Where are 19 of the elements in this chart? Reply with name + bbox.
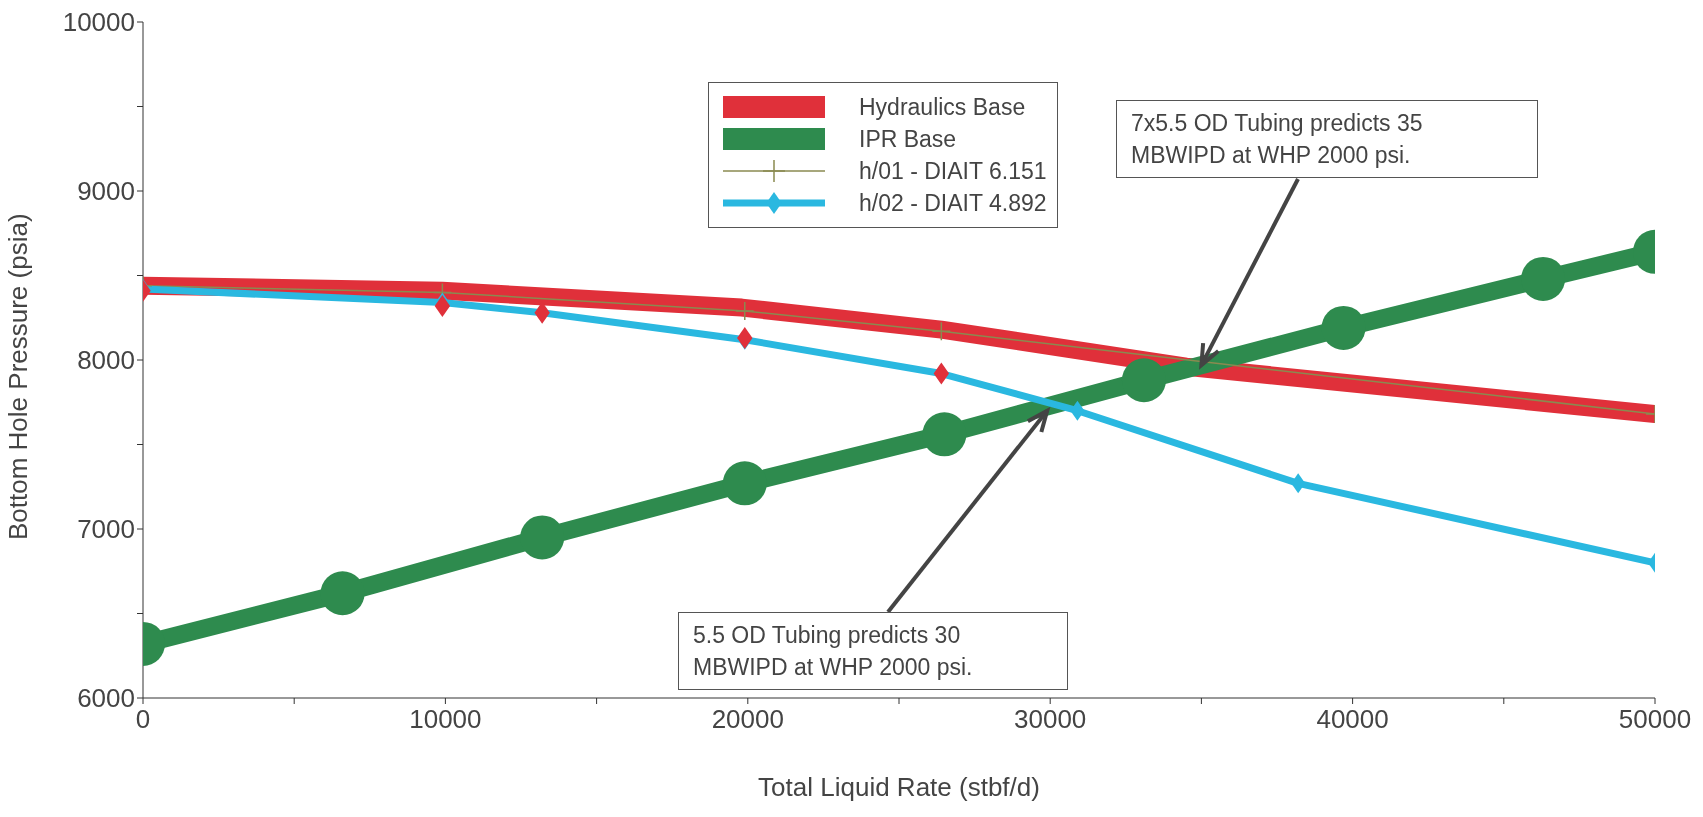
x-tick-label: 0 xyxy=(135,704,151,735)
y-tick-label: 7000 xyxy=(77,514,135,545)
y-tick-label: 6000 xyxy=(77,683,135,714)
y-tick-label: 10000 xyxy=(62,7,135,38)
x-tick-label: 20000 xyxy=(711,704,784,735)
x-tick-label: 50000 xyxy=(1618,704,1692,735)
text-box: 5.5 OD Tubing predicts 30 MBWIPD at WHP 2000 psi. xyxy=(678,612,1068,690)
x-tick-label: 30000 xyxy=(1014,704,1087,735)
x-tick-label: 40000 xyxy=(1316,704,1389,735)
text-box: 7x5.5 OD Tubing predicts 35 MBWIPD at WHP 2000 psi. xyxy=(1116,100,1538,178)
y-axis-title: Bottom Hole Pressure (psia) xyxy=(3,213,34,540)
legend-label: h/01 - DIAIT 6.151 xyxy=(859,157,1047,185)
legend-label: Hydraulics Base xyxy=(859,93,1026,121)
y-tick-label: 9000 xyxy=(77,176,135,207)
x-tick-label: 10000 xyxy=(409,704,482,735)
legend-label: IPR Base xyxy=(859,125,957,153)
x-axis-title: Total Liquid Rate (stbf/d) xyxy=(758,772,1040,802)
y-tick-label: 8000 xyxy=(77,345,135,376)
legend-label: h/02 - DIAIT 4.892 xyxy=(859,189,1047,217)
